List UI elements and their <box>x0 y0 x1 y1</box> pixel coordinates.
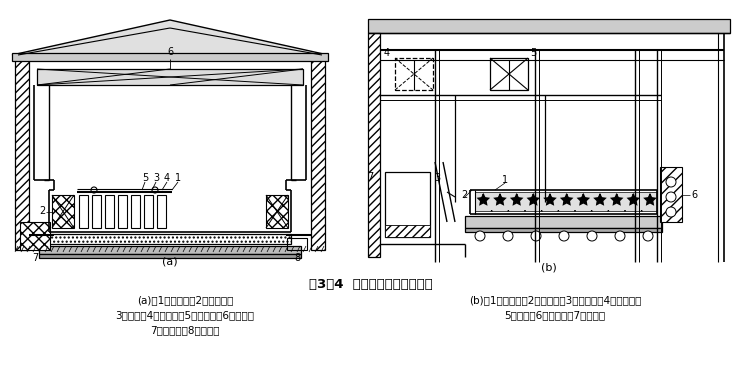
Bar <box>39 246 301 254</box>
Bar <box>105 195 114 228</box>
Text: (a)：1－制冰池；2－蒸发器；: (a)：1－制冰池；2－蒸发器； <box>137 295 233 305</box>
Bar <box>368 33 380 257</box>
Circle shape <box>666 207 676 217</box>
Bar <box>266 195 288 228</box>
Circle shape <box>666 177 676 187</box>
Circle shape <box>152 187 158 193</box>
Bar <box>385 172 430 237</box>
Bar <box>92 195 101 228</box>
Text: (b): (b) <box>541 262 557 272</box>
Text: 1: 1 <box>502 175 508 185</box>
Text: 1: 1 <box>175 173 181 183</box>
Circle shape <box>531 231 541 241</box>
Text: (b)：1－制冰池；2－融冰池；3－倒冰架；4－注水器；: (b)：1－制冰池；2－融冰池；3－倒冰架；4－注水器； <box>469 295 641 305</box>
Circle shape <box>559 231 569 241</box>
Bar <box>490 58 528 90</box>
Bar <box>131 195 140 228</box>
Circle shape <box>587 231 597 241</box>
Text: 5: 5 <box>530 48 536 58</box>
Circle shape <box>503 231 513 241</box>
Text: 4: 4 <box>384 48 390 58</box>
Bar <box>49 234 291 244</box>
Bar <box>385 225 430 237</box>
Bar <box>15 55 29 250</box>
Text: 2: 2 <box>39 206 45 216</box>
Text: 3: 3 <box>153 173 159 183</box>
Bar <box>311 55 325 250</box>
Bar <box>118 195 127 228</box>
Text: 5: 5 <box>142 173 148 183</box>
Text: 7: 7 <box>32 253 38 263</box>
Bar <box>20 222 50 250</box>
Bar <box>52 195 74 228</box>
Text: 3－冰桶；4－冰桶架；5－起吊钩；6－吊车；: 3－冰桶；4－冰桶架；5－起吊钩；6－吊车； <box>116 310 254 320</box>
Bar <box>37 69 303 85</box>
Bar <box>79 195 88 228</box>
Text: 8: 8 <box>294 253 300 263</box>
Text: 图3－4  制冰间纵剖面和横断面: 图3－4 制冰间纵剖面和横断面 <box>309 278 433 291</box>
Polygon shape <box>12 20 328 55</box>
Bar <box>465 228 662 232</box>
Bar <box>465 216 662 228</box>
Bar <box>144 195 153 228</box>
Bar <box>660 167 682 222</box>
Bar <box>287 238 307 250</box>
Bar <box>157 195 166 228</box>
Text: 3: 3 <box>434 173 440 183</box>
Text: (a): (a) <box>162 257 178 267</box>
Circle shape <box>643 231 653 241</box>
Bar <box>39 254 301 258</box>
Text: 5－吊车；6－搅拌器；7－滑冰台: 5－吊车；6－搅拌器；7－滑冰台 <box>505 310 605 320</box>
Text: 6: 6 <box>691 190 697 200</box>
Text: 7－通风管；8－排水沟: 7－通风管；8－排水沟 <box>150 325 220 335</box>
Circle shape <box>91 187 97 193</box>
Bar <box>12 53 328 61</box>
Text: 7: 7 <box>367 172 373 182</box>
Bar <box>475 192 657 211</box>
Circle shape <box>615 231 625 241</box>
Bar <box>368 19 730 33</box>
Circle shape <box>475 231 485 241</box>
Text: 4: 4 <box>164 173 170 183</box>
Circle shape <box>666 192 676 202</box>
Text: 6: 6 <box>167 47 173 57</box>
Bar <box>395 58 433 90</box>
Text: 2: 2 <box>461 190 467 200</box>
